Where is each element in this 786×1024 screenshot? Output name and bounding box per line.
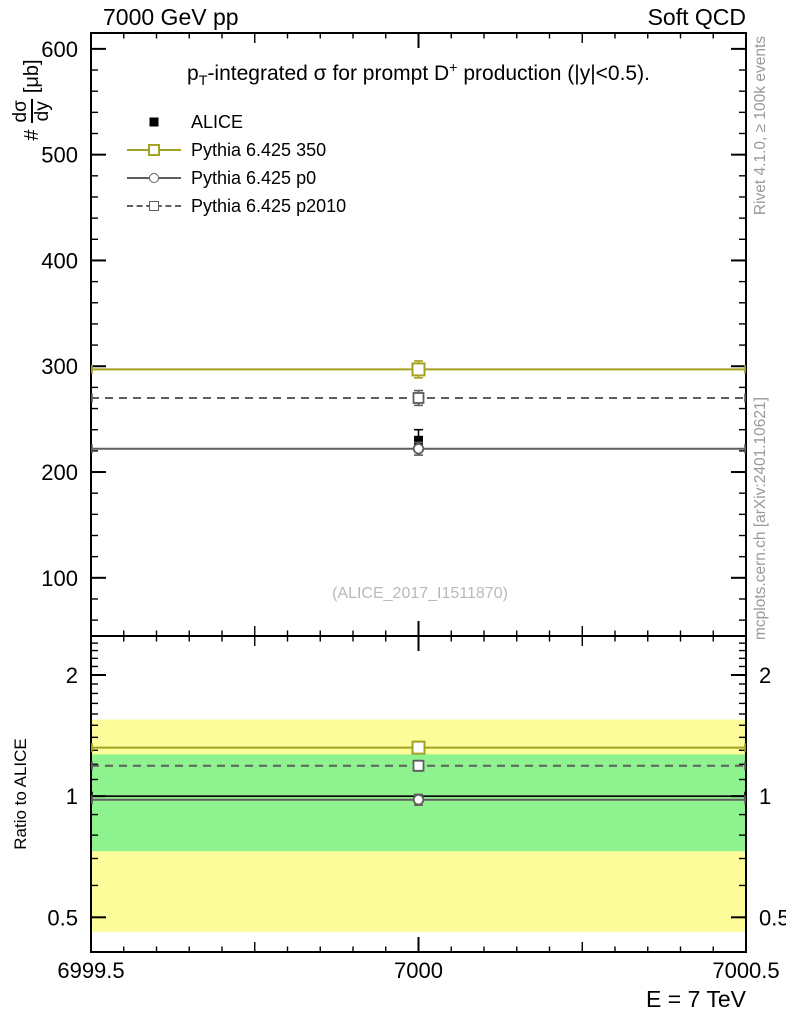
legend-label: ALICE [191, 111, 244, 132]
analysis-id-watermark: (ALICE_2017_I1511870) [332, 585, 508, 602]
svg-text:2: 2 [759, 663, 771, 688]
rivet-version-label: Rivet 4.1.0, ≥ 100k events [752, 36, 769, 215]
mcplots-arxiv-label: mcplots.cern.ch [arXiv:2401.10621] [752, 397, 769, 640]
marker-open-circle [412, 793, 425, 806]
ratio-y-axis-label: Ratio to ALICE [11, 738, 30, 850]
ratio-panel-frame [90, 635, 747, 953]
main-panel-frame [90, 32, 747, 637]
svg-text:1: 1 [759, 784, 771, 809]
axis-tick-labels: 100 200 300 400 500 600 0.5 0.5 1 1 2 2 6999.5 7000 70… [41, 37, 786, 983]
plot-title: pT-integrated σ for prompt D+ production… [187, 60, 650, 90]
svg-text:300: 300 [41, 354, 78, 379]
legend-item-pythia-350: Pythia 6.425 350 [127, 136, 346, 164]
marker-open-square [411, 740, 426, 755]
legend-item-alice: ALICE [127, 108, 346, 136]
marker-open-circle [412, 443, 425, 455]
axis-ticks [90, 33, 747, 952]
ratio-panel-series [91, 740, 746, 806]
legend-item-pythia-p2010: Pythia 6.425 p2010 [127, 192, 346, 220]
svg-text:1: 1 [66, 784, 78, 809]
legend-label: Pythia 6.425 350 [191, 139, 327, 160]
marker-open-square [412, 392, 425, 404]
svg-text:7000: 7000 [394, 958, 443, 983]
svg-text:0.5: 0.5 [47, 905, 78, 930]
legend-label: Pythia 6.425 p0 [191, 167, 317, 188]
svg-text:600: 600 [41, 37, 78, 62]
marker-open-square [411, 362, 426, 377]
annotations: Rivet 4.1.0, ≥ 100k events mcplots.cern.c… [11, 36, 769, 850]
svg-text:100: 100 [41, 566, 78, 591]
svg-text:2: 2 [66, 663, 78, 688]
svg-text:400: 400 [41, 248, 78, 273]
main-panel-series [91, 360, 746, 456]
marker-open-square [412, 759, 425, 772]
svg-text:0.5: 0.5 [759, 905, 786, 930]
svg-text:6999.5: 6999.5 [57, 958, 124, 983]
legend-label: Pythia 6.425 p2010 [191, 195, 347, 216]
svg-text:200: 200 [41, 460, 78, 485]
svg-text:7000.5: 7000.5 [712, 958, 779, 983]
svg-text:500: 500 [41, 143, 78, 168]
pythia-p0-open-circle-marker-icon [127, 170, 181, 186]
pythia-350-open-square-marker-icon [127, 142, 181, 158]
panel-frames [90, 32, 747, 953]
header-beam-label: 7000 GeV pp [103, 4, 239, 30]
marker-filled-square [414, 435, 423, 445]
x-axis-label: E = 7 TeV [646, 986, 746, 1012]
header-process-group-label: Soft QCD [647, 4, 746, 30]
legend-item-pythia-p0: Pythia 6.425 p0 [127, 164, 346, 192]
alice-filled-square-marker-icon [127, 114, 181, 130]
legend: ALICE Pythia 6.425 350 Pythia 6.425 p0 P… [127, 108, 346, 220]
pythia-p2010-dashed-square-marker-icon [127, 198, 181, 214]
